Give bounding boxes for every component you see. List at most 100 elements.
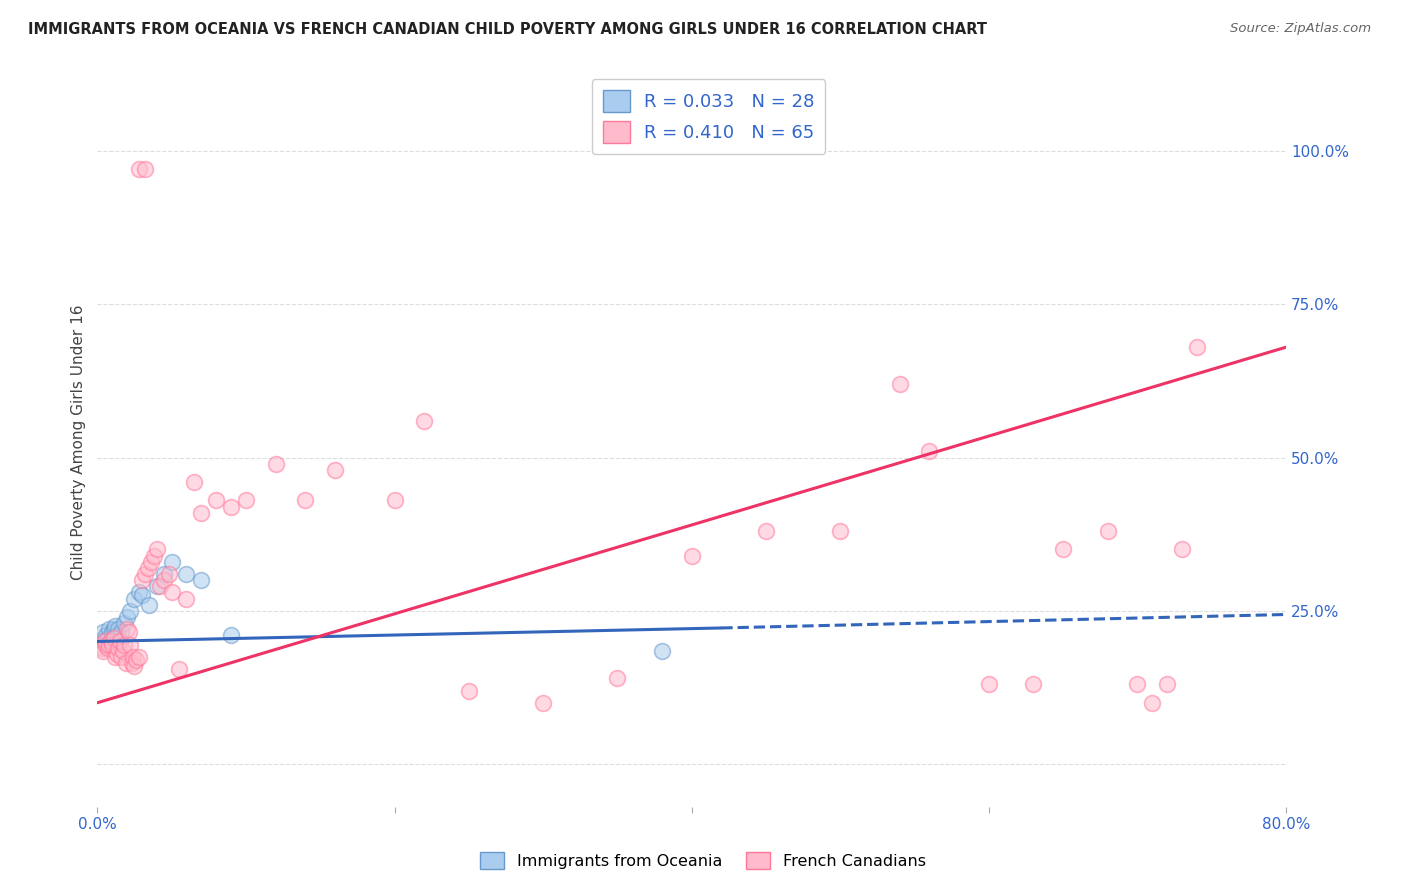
Point <box>89 634 111 648</box>
Point <box>755 524 778 538</box>
Point <box>98 638 121 652</box>
Point <box>90 640 112 655</box>
Point <box>122 649 145 664</box>
Point <box>121 656 143 670</box>
Point <box>190 573 212 587</box>
Point <box>142 549 165 563</box>
Point <box>101 638 124 652</box>
Point <box>131 589 153 603</box>
Point <box>107 640 129 655</box>
Point <box>103 622 125 636</box>
Point <box>118 604 141 618</box>
Point <box>103 632 125 646</box>
Point <box>98 622 121 636</box>
Point <box>118 638 141 652</box>
Point <box>235 493 257 508</box>
Point <box>205 493 228 508</box>
Point <box>124 659 146 673</box>
Point <box>190 506 212 520</box>
Point <box>176 591 198 606</box>
Point <box>100 634 122 648</box>
Point <box>889 376 911 391</box>
Point <box>131 573 153 587</box>
Point <box>384 493 406 508</box>
Point <box>125 653 148 667</box>
Point <box>160 585 183 599</box>
Point <box>114 656 136 670</box>
Text: Source: ZipAtlas.com: Source: ZipAtlas.com <box>1230 22 1371 36</box>
Point <box>111 643 134 657</box>
Point <box>112 638 135 652</box>
Point <box>457 683 479 698</box>
Point <box>94 634 117 648</box>
Point <box>146 579 169 593</box>
Point <box>157 567 180 582</box>
Point <box>115 610 138 624</box>
Text: IMMIGRANTS FROM OCEANIA VS FRENCH CANADIAN CHILD POVERTY AMONG GIRLS UNDER 16 CO: IMMIGRANTS FROM OCEANIA VS FRENCH CANADI… <box>28 22 987 37</box>
Point <box>1171 542 1194 557</box>
Point <box>134 567 156 582</box>
Point <box>1022 677 1045 691</box>
Point <box>153 567 176 582</box>
Point <box>176 567 198 582</box>
Point <box>681 549 703 563</box>
Point <box>264 457 287 471</box>
Point <box>94 638 117 652</box>
Point <box>128 162 150 177</box>
Point <box>219 628 242 642</box>
Point <box>531 696 554 710</box>
Point <box>115 622 138 636</box>
Point <box>97 632 120 646</box>
Point <box>100 634 122 648</box>
Point <box>146 542 169 557</box>
Point <box>105 647 128 661</box>
Point <box>112 616 135 631</box>
Point <box>96 628 118 642</box>
Point <box>413 414 436 428</box>
Point <box>89 638 111 652</box>
Point <box>149 579 172 593</box>
Point <box>160 555 183 569</box>
Point <box>153 573 176 587</box>
Point <box>110 625 132 640</box>
Y-axis label: Child Poverty Among Girls Under 16: Child Poverty Among Girls Under 16 <box>72 304 86 580</box>
Point <box>91 643 114 657</box>
Point <box>1156 677 1178 691</box>
Point <box>91 625 114 640</box>
Point <box>117 625 139 640</box>
Point <box>651 643 673 657</box>
Point <box>294 493 316 508</box>
Point <box>110 649 132 664</box>
Legend: Immigrants from Oceania, French Canadians: Immigrants from Oceania, French Canadian… <box>474 846 932 875</box>
Point <box>104 619 127 633</box>
Point <box>101 625 124 640</box>
Point <box>134 162 156 177</box>
Point <box>606 671 628 685</box>
Point <box>105 628 128 642</box>
Point <box>108 634 131 648</box>
Point <box>1052 542 1074 557</box>
Point <box>1097 524 1119 538</box>
Point <box>830 524 852 538</box>
Point <box>918 444 941 458</box>
Legend: R = 0.033   N = 28, R = 0.410   N = 65: R = 0.033 N = 28, R = 0.410 N = 65 <box>592 79 825 154</box>
Point <box>1142 696 1164 710</box>
Point <box>183 475 205 489</box>
Point <box>108 634 131 648</box>
Point <box>323 463 346 477</box>
Point <box>104 649 127 664</box>
Point <box>96 638 118 652</box>
Point <box>167 662 190 676</box>
Point <box>977 677 1000 691</box>
Point <box>139 555 162 569</box>
Point <box>128 649 150 664</box>
Point <box>107 622 129 636</box>
Point <box>1185 340 1208 354</box>
Point <box>138 598 160 612</box>
Point <box>1126 677 1149 691</box>
Point <box>97 640 120 655</box>
Point <box>128 585 150 599</box>
Point <box>136 561 159 575</box>
Point <box>124 591 146 606</box>
Point <box>219 500 242 514</box>
